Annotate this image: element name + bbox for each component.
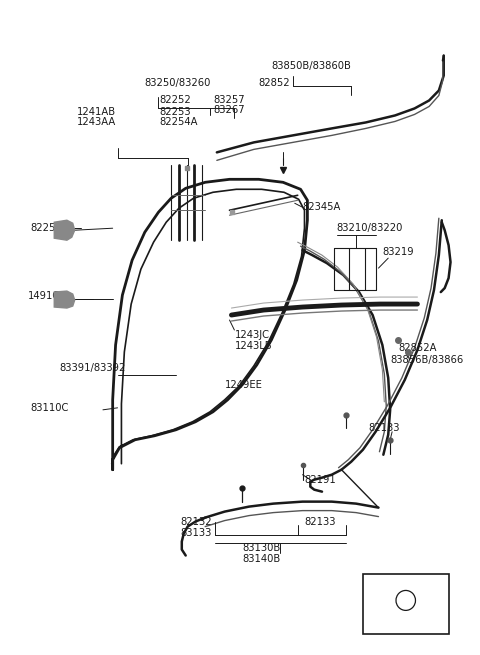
Text: 1243JC: 1243JC (234, 330, 269, 340)
Text: 83140B: 83140B (242, 553, 280, 563)
Text: 1249EE: 1249EE (225, 380, 263, 390)
Text: 82254A: 82254A (159, 117, 198, 128)
Text: 83219: 83219 (383, 247, 414, 257)
Text: 82254: 82254 (30, 223, 61, 233)
Text: 1491GB: 1491GB (28, 291, 68, 301)
Text: 1241AB: 1241AB (77, 107, 116, 117)
Text: 82191: 82191 (304, 475, 336, 485)
Text: 1243AA: 1243AA (77, 117, 116, 128)
Text: 82133: 82133 (304, 517, 336, 527)
Bar (363, 574, 449, 634)
Text: 83850B/83860B: 83850B/83860B (271, 60, 351, 71)
Text: 83210/83220: 83210/83220 (336, 223, 403, 233)
Text: 83267: 83267 (213, 105, 245, 115)
Text: 82345A: 82345A (302, 202, 341, 212)
Text: 83110C: 83110C (30, 403, 68, 413)
Text: 82133: 82133 (369, 422, 400, 433)
Text: 1243JA: 1243JA (375, 582, 410, 591)
Text: 83391/83392: 83391/83392 (59, 363, 125, 373)
Text: 83133: 83133 (181, 527, 212, 538)
Polygon shape (54, 291, 75, 308)
Text: 82852A: 82852A (398, 343, 436, 353)
Text: 82253: 82253 (159, 107, 191, 117)
Text: 83856B/83866: 83856B/83866 (390, 355, 463, 365)
Text: 83130B: 83130B (242, 542, 280, 553)
Text: 83257: 83257 (213, 96, 245, 105)
Text: 83250/83260: 83250/83260 (145, 77, 211, 88)
Text: 1243LB: 1243LB (234, 341, 272, 351)
Text: 82132: 82132 (181, 517, 213, 527)
Text: 82252: 82252 (159, 96, 191, 105)
Polygon shape (54, 220, 75, 240)
Text: 82852: 82852 (259, 77, 290, 88)
